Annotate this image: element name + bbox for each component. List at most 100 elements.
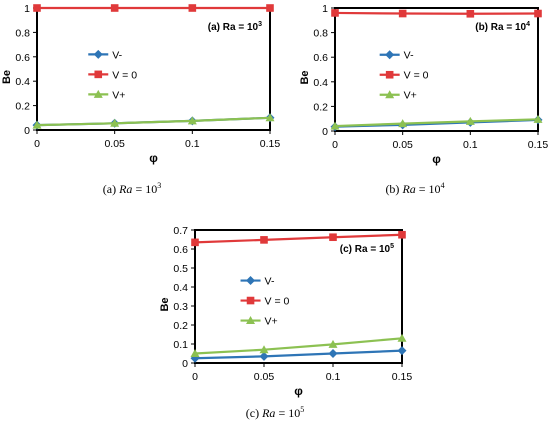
data-point: [331, 9, 339, 17]
y-tick-label: 1: [322, 3, 328, 15]
x-axis-label: φ: [432, 152, 441, 166]
legend-marker: [246, 296, 255, 305]
chart-annotation: (b) Ra = 104: [475, 21, 530, 33]
data-point: [398, 9, 407, 18]
x-tick-label: 0.05: [104, 138, 125, 150]
data-point: [187, 116, 197, 125]
chart-b: 0 0.2 0.4 0.6 0.8 1 0 0.05 0.1 0.15 Be φ (b) Ra = 10…: [299, 3, 548, 166]
legend-marker: [94, 70, 103, 79]
series-line: [334, 11, 539, 15]
data-point: [466, 9, 475, 18]
data-point: [33, 4, 41, 12]
x-tick-label: 0.1: [463, 139, 478, 151]
data-point: [465, 116, 475, 125]
caption-eq: = 10: [415, 182, 441, 196]
chart-annotation: (c) Ra = 105: [340, 243, 394, 255]
caption-eq: = 10: [132, 182, 158, 196]
y-tick-label: 0.4: [173, 282, 188, 294]
legend-marker: [246, 276, 256, 286]
series-line: [194, 233, 403, 244]
y-tick-label: 0.6: [173, 244, 188, 256]
caption-a: (a) Ra = 103: [62, 181, 202, 197]
data-point: [330, 121, 340, 130]
y-tick-label: 0.6: [313, 52, 328, 64]
data-point: [397, 333, 407, 342]
y-tick-label: 0.5: [173, 263, 188, 275]
x-axis-label: φ: [294, 384, 303, 398]
data-point: [533, 114, 543, 123]
y-tick-label: 0.3: [173, 301, 188, 313]
chart-c: 0 0.1 0.2 0.3 0.4 0.5 0.6 0.7 0 0.05 0.1 0.15 Be φ (c)…: [159, 225, 412, 398]
legend-label: V-: [404, 50, 414, 62]
caption-letter: (c): [245, 406, 260, 420]
y-tick-label: 0.8: [15, 27, 30, 39]
y-tick-label: 1: [24, 3, 30, 15]
caption-exp: 3: [157, 181, 162, 190]
y-tick-label: 0.7: [173, 225, 188, 237]
data-point: [110, 4, 119, 12]
legend-label: V = 0: [112, 69, 137, 81]
legend-label: V+: [265, 316, 278, 328]
caption-eq: = 10: [275, 406, 301, 420]
x-tick-label: 0.1: [326, 371, 341, 383]
x-tick-label: 0.1: [185, 138, 200, 150]
x-tick-label: 0.15: [260, 138, 281, 150]
data-point: [397, 346, 407, 356]
y-axis-label: Be: [299, 70, 311, 84]
y-axis-label: Be: [159, 297, 171, 311]
legend-label: V = 0: [404, 70, 429, 82]
legend-label: V+: [404, 90, 417, 102]
chart-a: 0 0.2 0.4 0.6 0.8 1 0 0.05 0.1 0.15 Be φ (a) Ra = 10…: [1, 3, 280, 165]
data-point: [398, 119, 408, 128]
data-point: [191, 238, 199, 247]
x-tick-label: 0.05: [254, 371, 275, 383]
y-tick-label: 0.8: [313, 28, 328, 40]
y-tick-label: 0: [182, 358, 188, 370]
caption-var: Ra: [262, 406, 276, 420]
legend-label: V = 0: [265, 296, 290, 308]
caption-var: Ra: [402, 182, 416, 196]
legend-label: V-: [265, 276, 275, 288]
data-point: [534, 9, 542, 18]
legend-marker: [93, 89, 103, 98]
y-tick-label: 0: [24, 125, 30, 137]
x-tick-label: 0.05: [392, 139, 413, 151]
y-tick-label: 0.1: [173, 339, 188, 351]
caption-var: Ra: [119, 182, 133, 196]
y-tick-label: 0.4: [313, 77, 328, 89]
caption-letter: (b): [385, 182, 400, 196]
caption-exp: 5: [300, 405, 305, 414]
legend-marker: [246, 316, 256, 325]
x-axis-label: φ: [149, 151, 158, 165]
chart-annotation: (a) Ra = 103: [208, 21, 262, 33]
data-point: [259, 351, 269, 361]
data-point: [266, 4, 274, 12]
series-line: [194, 349, 403, 360]
plot-area: [334, 7, 539, 132]
data-point: [265, 113, 275, 122]
y-tick-label: 0.6: [15, 52, 30, 64]
series-line: [194, 337, 403, 355]
y-tick-label: 0.4: [15, 76, 30, 88]
data-point: [259, 345, 269, 354]
caption-c: (c) Ra = 105: [205, 405, 345, 421]
y-tick-label: 0.2: [15, 101, 30, 113]
y-tick-label: 0: [322, 126, 328, 138]
x-tick-label: 0: [34, 138, 40, 150]
data-point: [260, 236, 268, 244]
y-tick-label: 0.2: [313, 101, 328, 113]
legend-marker: [93, 49, 103, 59]
caption-letter: (a): [102, 182, 117, 196]
data-point: [329, 233, 337, 242]
legend-marker: [385, 50, 395, 60]
data-point: [110, 118, 120, 127]
legend-marker: [385, 90, 395, 99]
data-point: [398, 230, 406, 239]
y-axis-label: Be: [1, 70, 13, 84]
data-point: [32, 120, 42, 129]
data-point: [328, 339, 338, 348]
caption-exp: 4: [440, 181, 445, 190]
data-point: [190, 349, 200, 357]
data-point: [328, 349, 338, 358]
x-tick-label: 0: [192, 371, 198, 383]
